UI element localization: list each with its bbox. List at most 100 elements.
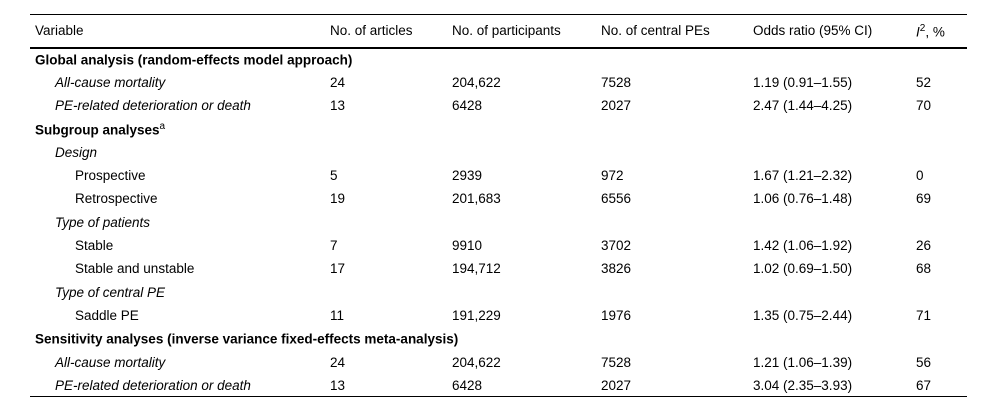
table-row: Type of central PE [30,280,967,303]
cell-odds-ratio: 3.04 (2.35–3.93) [753,377,853,393]
cell-variable: PE-related deterioration or death [55,377,251,393]
table-row: Stable and unstable 17 194,712 3826 1.02… [30,257,967,280]
cell-variable: All-cause mortality [55,354,166,370]
cell-variable: Type of central PE [55,284,166,300]
cell-participants: 6428 [452,98,483,114]
table-row: All-cause mortality 24 204,622 7528 1.21… [30,350,967,373]
cell-i-squared: 71 [916,307,932,323]
col-header-odds-ratio: Odds ratio (95% CI) [753,23,873,39]
cell-central-pes: 2027 [601,377,632,393]
table-row: PE-related deterioration or death 13 642… [30,94,967,117]
cell-i-squared: 52 [916,74,932,90]
col-header-participants: No. of participants [452,23,561,39]
cell-central-pes: 2027 [601,98,632,114]
cell-i-squared: 26 [916,238,932,254]
cell-odds-ratio: 1.02 (0.69–1.50) [753,261,853,277]
table-row: Stable 7 9910 3702 1.42 (1.06–1.92) 26 [30,234,967,257]
table-body: Global analysis (random-effects model ap… [30,48,967,397]
table-row: PE-related deterioration or death 13 642… [30,374,967,397]
cell-articles [330,141,452,164]
table-row: Saddle PE 11 191,229 1976 1.35 (0.75–2.4… [30,304,967,327]
cell-i-squared: 69 [916,191,932,207]
cell-odds-ratio: 1.35 (0.75–2.44) [753,307,853,323]
cell-odds-ratio: 1.19 (0.91–1.55) [753,74,853,90]
cell-variable: Design [55,144,98,160]
cell-participants: 204,622 [452,74,501,90]
section-cell: Sensitivity analyses (inverse variance f… [30,327,967,350]
cell-participants: 9910 [452,238,483,254]
i-squared-exponent: 2 [919,22,926,34]
cell-articles: 11 [330,307,345,323]
col-header-i-squared: I2, % [916,15,967,48]
cell-articles: 17 [330,261,346,277]
cell-participants: 6428 [452,377,483,393]
cell-participants: 191,229 [452,307,501,323]
cell-variable: Prospective [75,168,146,184]
cell-central-pes: 972 [601,168,624,184]
cell-articles: 5 [330,168,338,184]
cell-articles: 24 [330,74,346,90]
cell-central-pes: 1976 [601,307,632,323]
table-row: All-cause mortality 24 204,622 7528 1.19… [30,71,967,94]
cell-central-pes: 6556 [601,191,632,207]
cell-odds-ratio: 1.06 (0.76–1.48) [753,191,853,207]
cell-i-squared: 67 [916,377,932,393]
section-label: Sensitivity analyses (inverse variance f… [35,331,459,347]
cell-participants [452,280,601,303]
cell-odds-ratio [753,280,916,303]
cell-i-squared: 56 [916,354,932,370]
header-row: Variable No. of articles No. of particip… [30,15,967,48]
cell-participants: 201,683 [452,191,501,207]
cell-i-squared [916,280,967,303]
section-label: Subgroup analyses [35,122,160,138]
cell-i-squared: 70 [916,98,932,114]
cell-variable: Stable [75,238,114,254]
cell-articles: 19 [330,191,346,207]
footnote-marker: a [159,120,166,132]
cell-variable: Retrospective [75,191,158,207]
cell-odds-ratio: 1.42 (1.06–1.92) [753,238,853,254]
cell-odds-ratio [753,141,916,164]
cell-i-squared: 68 [916,261,932,277]
cell-central-pes: 7528 [601,74,632,90]
cell-variable: Stable and unstable [75,261,195,277]
cell-participants: 2939 [452,168,483,184]
cell-odds-ratio: 1.67 (1.21–2.32) [753,168,853,184]
cell-articles [330,280,452,303]
cell-central-pes [601,141,753,164]
cell-variable: Type of patients [55,214,151,230]
table-row: Retrospective 19 201,683 6556 1.06 (0.76… [30,187,967,210]
col-header-articles: No. of articles [330,23,413,39]
cell-central-pes [601,211,753,234]
cell-central-pes: 7528 [601,354,632,370]
cell-i-squared: 0 [916,168,924,184]
cell-variable: All-cause mortality [55,74,166,90]
col-header-central-pes: No. of central PEs [601,23,710,39]
section-row: Global analysis (random-effects model ap… [30,48,967,71]
cell-central-pes: 3702 [601,238,632,254]
cell-odds-ratio: 1.21 (1.06–1.39) [753,354,853,370]
meta-analysis-table-container: Variable No. of articles No. of particip… [30,14,967,398]
cell-participants: 194,712 [452,261,501,277]
cell-participants [452,211,601,234]
section-cell: Global analysis (random-effects model ap… [30,48,967,71]
cell-variable: Saddle PE [75,307,139,323]
meta-analysis-table: Variable No. of articles No. of particip… [30,14,967,398]
cell-i-squared [916,141,967,164]
cell-articles: 13 [330,98,346,114]
section-row: Subgroup analysesa [30,117,967,140]
section-cell: Subgroup analysesa [30,117,967,140]
cell-central-pes: 3826 [601,261,632,277]
cell-i-squared [916,211,967,234]
table-header: Variable No. of articles No. of particip… [30,15,967,48]
section-row: Sensitivity analyses (inverse variance f… [30,327,967,350]
section-label: Global analysis (random-effects model ap… [35,52,353,68]
table-row: Type of patients [30,211,967,234]
cell-articles: 7 [330,238,338,254]
cell-odds-ratio: 2.47 (1.44–4.25) [753,98,853,114]
i-squared-symbol: I [916,24,920,39]
cell-articles [330,211,452,234]
table-row: Design [30,141,967,164]
table-row: Prospective 5 2939 972 1.67 (1.21–2.32) … [30,164,967,187]
cell-central-pes [601,280,753,303]
